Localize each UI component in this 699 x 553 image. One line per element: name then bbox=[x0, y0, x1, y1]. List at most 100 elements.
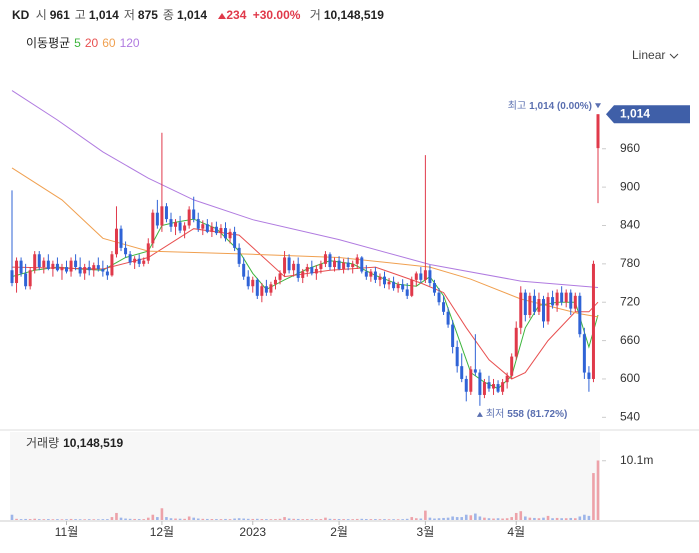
candle-body bbox=[183, 225, 187, 231]
candle-body bbox=[423, 270, 427, 280]
candle-body bbox=[346, 262, 350, 268]
volume-bar bbox=[178, 518, 182, 520]
x-tick-label: 2월 bbox=[330, 525, 348, 539]
candle-body bbox=[319, 263, 323, 269]
candle-body bbox=[369, 271, 373, 277]
volume-bar bbox=[464, 514, 468, 520]
candle-body bbox=[296, 263, 300, 278]
volume-bar bbox=[446, 517, 450, 520]
candle-body bbox=[519, 292, 523, 328]
volume-bar bbox=[524, 516, 527, 520]
price-tag-label: 1,014 bbox=[620, 106, 650, 120]
candle-body bbox=[473, 369, 477, 373]
candle-body bbox=[251, 279, 255, 287]
candle-body bbox=[124, 247, 128, 255]
volume-bar bbox=[156, 517, 159, 520]
candle-body bbox=[60, 267, 64, 271]
candle-body bbox=[19, 260, 23, 274]
candle-body bbox=[537, 299, 541, 312]
volume-bar bbox=[405, 518, 409, 520]
volume-bar bbox=[242, 518, 245, 520]
volume-bar bbox=[146, 517, 150, 520]
candle-body bbox=[596, 114, 600, 149]
volume-bar bbox=[28, 519, 32, 520]
legend-entry: 20 bbox=[84, 36, 99, 50]
y-tick-label: 840 bbox=[620, 218, 640, 232]
candle-body bbox=[55, 263, 59, 271]
volume-bar bbox=[519, 511, 523, 520]
volume-bar bbox=[151, 514, 155, 520]
candle-body bbox=[510, 356, 514, 376]
volume-bar bbox=[69, 518, 73, 520]
volume-bar bbox=[592, 473, 595, 520]
volume-bar bbox=[210, 519, 214, 520]
volume-bar bbox=[555, 517, 559, 520]
volume-bar bbox=[119, 517, 123, 520]
candle-body bbox=[541, 299, 545, 322]
volume-bar bbox=[305, 519, 309, 520]
candle-body bbox=[405, 289, 409, 296]
volume-bar bbox=[65, 519, 68, 520]
candle-body bbox=[446, 311, 450, 325]
x-tick-label: 12월 bbox=[150, 525, 174, 539]
candle-body bbox=[10, 270, 14, 284]
candle-body bbox=[69, 260, 73, 272]
volume-bar bbox=[374, 519, 377, 520]
y-tick-label: 720 bbox=[620, 294, 640, 308]
candle-body bbox=[464, 378, 468, 392]
volume-bar bbox=[564, 518, 568, 520]
volume-bar bbox=[233, 518, 236, 520]
candle-body bbox=[242, 263, 246, 277]
low-marker bbox=[476, 411, 483, 417]
candle-body bbox=[273, 279, 277, 285]
volume-bar bbox=[378, 519, 382, 520]
candle-body bbox=[546, 297, 550, 322]
legend-entry: 60 bbox=[102, 36, 116, 50]
volume-bar bbox=[328, 518, 332, 520]
candle-body bbox=[214, 226, 218, 234]
scale-select[interactable]: Linear bbox=[632, 48, 679, 62]
volume-bar bbox=[319, 519, 323, 520]
candle-body bbox=[133, 258, 137, 263]
candle-body bbox=[492, 384, 496, 389]
candle-body bbox=[74, 260, 78, 268]
volume-bar bbox=[133, 518, 136, 520]
candle-body bbox=[523, 292, 527, 316]
x-tick-label: 2023 bbox=[239, 525, 266, 539]
volume-bar bbox=[287, 518, 291, 520]
high-marker bbox=[595, 103, 601, 109]
candle-body bbox=[496, 384, 500, 392]
volume-label: 거 bbox=[309, 8, 321, 22]
y-tick-label: 900 bbox=[620, 179, 640, 193]
candle-body bbox=[237, 247, 241, 264]
candle-body bbox=[373, 271, 377, 280]
candle-body bbox=[482, 382, 486, 395]
volume-bar bbox=[469, 515, 473, 520]
candle-body bbox=[78, 267, 82, 274]
candle-body bbox=[228, 231, 232, 239]
volume-bar bbox=[196, 518, 200, 520]
candle-body bbox=[564, 292, 568, 303]
candle-body bbox=[305, 267, 309, 272]
candle-body bbox=[360, 257, 364, 272]
volume-bar bbox=[474, 513, 477, 520]
legend-entry: 120 bbox=[119, 36, 140, 50]
candle-body bbox=[292, 263, 296, 271]
field-value: 1,014 bbox=[88, 8, 119, 22]
volume-bar bbox=[437, 518, 441, 520]
up-arrow bbox=[218, 12, 227, 19]
candle-body bbox=[551, 297, 555, 306]
volume-bar bbox=[419, 518, 423, 520]
price-fields: 시 961 고 1,014 저 875 종 1,014 bbox=[36, 8, 212, 22]
candle-body bbox=[233, 231, 237, 248]
moving-average bbox=[11, 228, 599, 380]
volume-bar bbox=[296, 518, 300, 520]
candle-body bbox=[382, 276, 386, 285]
y-tick-label: 600 bbox=[620, 371, 640, 385]
candle-body bbox=[137, 258, 141, 264]
header: KD 시 961 고 1,014 저 875 종 1,014 234 +30.00% 거 10,… bbox=[12, 6, 387, 23]
candle-body bbox=[119, 228, 123, 248]
candle-body bbox=[569, 292, 573, 309]
volume-bar bbox=[24, 518, 27, 520]
field-value: 1,014 bbox=[176, 8, 207, 22]
